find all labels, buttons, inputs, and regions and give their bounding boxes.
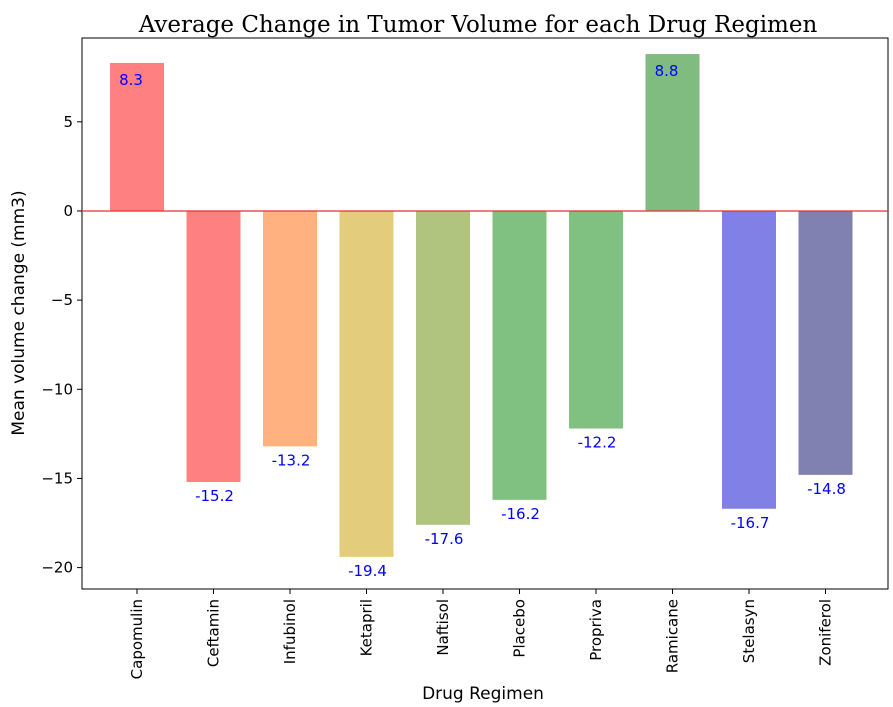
plot-area-frame	[81, 37, 889, 590]
data-label-propriva: -12.2	[578, 434, 617, 452]
bar-propriva	[569, 210, 623, 429]
x-tick-label: Stelasyn	[740, 599, 758, 663]
x-tick-label: Naftisol	[434, 599, 452, 656]
bar-placebo	[492, 210, 547, 500]
bar-capomulin	[110, 62, 164, 211]
bar-ceftamin	[186, 210, 241, 483]
x-axis-label: Drug Regimen	[422, 684, 544, 704]
data-label-ketapril: -19.4	[348, 562, 387, 580]
x-axis-ticks: Capomulin Ceftamin Infubinol Ketapril Naftis…	[128, 589, 835, 679]
bar-ketapril	[339, 210, 394, 557]
data-label-ceftamin: -15.2	[195, 487, 234, 505]
x-tick-label: Ramicane	[664, 599, 682, 673]
data-label-stelasyn: -16.7	[731, 514, 770, 532]
bar-ramicane	[645, 54, 700, 211]
y-axis-ticks: 5 0 −5 −10 −15 −20	[41, 113, 82, 577]
data-label-infubinol: -13.2	[272, 451, 311, 469]
x-tick-label: Ceftamin	[205, 599, 223, 667]
bar-zoniferol	[798, 210, 853, 475]
x-tick-label: Infubinol	[281, 599, 299, 664]
x-tick-label: Placebo	[511, 599, 529, 658]
bar-stelasyn	[722, 210, 776, 509]
data-label-ramicane: 8.8	[655, 62, 679, 80]
chart-title: Average Change in Tumor Volume for each …	[138, 12, 818, 38]
y-tick-label: −20	[41, 559, 73, 577]
bar-infubinol	[263, 210, 317, 447]
data-label-capomulin: 8.3	[119, 71, 143, 89]
data-label-zoniferol: -14.8	[807, 480, 846, 498]
data-label-placebo: -16.2	[501, 505, 540, 523]
y-axis-label: Mean volume change (mm3)	[9, 190, 29, 435]
x-tick-label: Propriva	[587, 599, 605, 661]
y-tick-label: −10	[41, 380, 73, 398]
bar-naftisol	[416, 210, 470, 525]
data-labels: 8.3 -15.2 -13.2 -19.4 -17.6 -16.2 -12.2 8.8 -16.…	[119, 62, 846, 580]
x-tick-label: Ketapril	[358, 599, 376, 656]
y-tick-label: −5	[51, 291, 73, 309]
y-tick-label: −15	[41, 469, 73, 487]
y-tick-label: 5	[63, 113, 73, 131]
data-label-naftisol: -17.6	[425, 530, 464, 548]
bars-layer	[110, 54, 853, 557]
y-tick-label: 0	[63, 202, 73, 220]
x-tick-label: Zoniferol	[817, 599, 835, 666]
x-tick-label: Capomulin	[128, 599, 146, 679]
